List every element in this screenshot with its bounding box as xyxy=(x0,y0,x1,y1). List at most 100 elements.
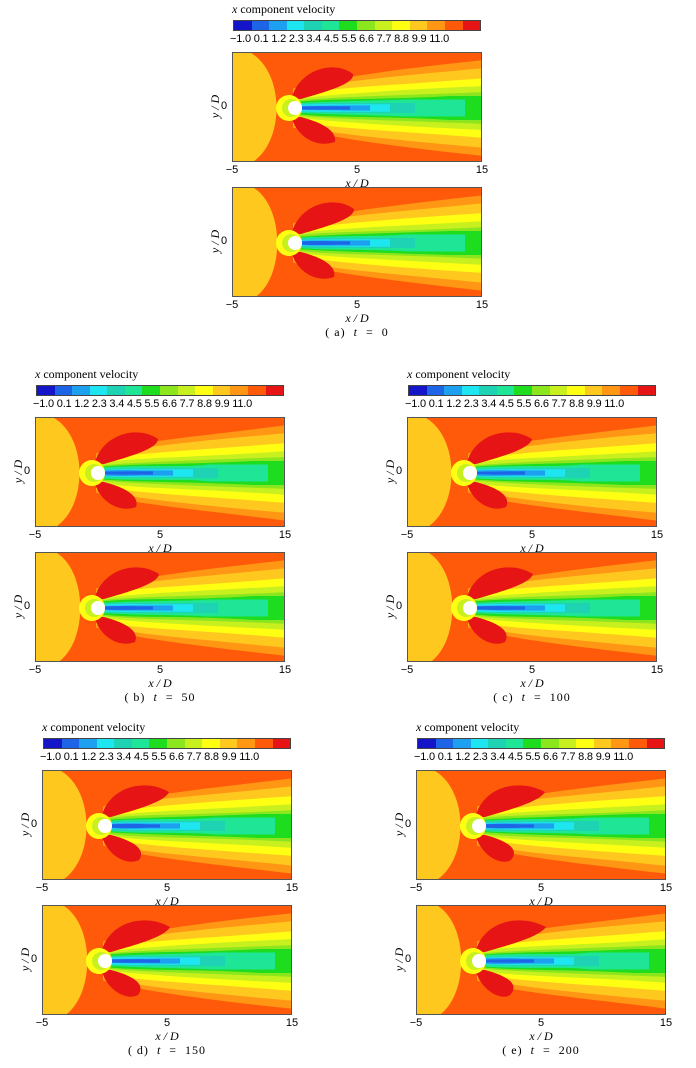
colorbar-labels: −1.0 0.1 1.2 2.3 3.4 4.5 5.5 6.6 7.7 8.8… xyxy=(40,751,260,763)
colorbar-swatch xyxy=(149,739,168,748)
colorbar-swatch xyxy=(558,739,577,748)
lower-red-lobe xyxy=(475,834,514,862)
colorbar-title: x component velocity xyxy=(35,367,138,382)
x-tick-label: 15 xyxy=(475,299,489,311)
colorbar-swatch xyxy=(427,21,445,30)
x-tick-label: 15 xyxy=(659,882,673,894)
contour-svg xyxy=(233,53,481,161)
colorbar-swatch xyxy=(426,386,445,395)
x-tick-label: 5 xyxy=(163,882,171,894)
panel-group-e: x component velocity −1.0 0.1 1.2 2.3 3.4… xyxy=(392,718,696,1068)
colorbar-swatch xyxy=(254,739,273,748)
cylinder xyxy=(463,466,477,480)
cylinder xyxy=(288,236,302,250)
x-tick-label: 5 xyxy=(537,1017,545,1029)
x-tick-label: −5 xyxy=(409,1017,423,1029)
x-axis-label: x / D xyxy=(345,311,369,325)
y-tick-label: 0 xyxy=(221,100,228,112)
colorbar-swatch xyxy=(177,386,196,395)
x-tick-label: 15 xyxy=(475,164,489,176)
colorbar-swatch xyxy=(89,386,108,395)
panel-group-a: x component velocity −1.0 0.1 1.2 2.3 3.4… xyxy=(208,0,530,350)
colorbar-swatch xyxy=(230,386,248,395)
panel-group-c: x component velocity −1.0 0.1 1.2 2.3 3.4… xyxy=(383,365,696,715)
x-tick-label: 15 xyxy=(278,664,292,676)
panel-group-d: x component velocity −1.0 0.1 1.2 2.3 3.4… xyxy=(18,718,340,1068)
x-tick-label: −5 xyxy=(225,164,239,176)
colorbar-swatch xyxy=(167,739,185,748)
lower-red-lobe xyxy=(466,481,508,509)
colorbar-swatch xyxy=(272,739,291,748)
panel-caption: ( a) t = 0 xyxy=(325,325,388,340)
colorbar-swatch xyxy=(496,386,515,395)
colorbar-swatch xyxy=(44,739,62,748)
colorbar-title-var: x xyxy=(35,367,41,381)
colorbar-swatch xyxy=(646,739,665,748)
colorbar-labels: −1.0 0.1 1.2 2.3 3.4 4.5 5.5 6.6 7.7 8.8… xyxy=(33,398,253,410)
lower-red-lobe xyxy=(291,116,336,144)
caption-value: = 0 xyxy=(357,325,389,339)
x-axis-label: x / D xyxy=(155,894,179,908)
cylinder xyxy=(472,954,486,968)
colorbar xyxy=(417,738,665,749)
stagnation-region xyxy=(417,771,461,879)
cylinder xyxy=(91,466,105,480)
panel-group-b: x component velocity −1.0 0.1 1.2 2.3 3.4… xyxy=(11,365,333,715)
x-tick-label: 5 xyxy=(156,529,164,541)
colorbar-swatch xyxy=(269,21,287,30)
colorbar-swatch xyxy=(409,386,427,395)
x-tick-label: 15 xyxy=(650,529,664,541)
wake-contour-band xyxy=(290,240,350,246)
x-tick-label: 5 xyxy=(528,664,536,676)
x-tick-label: −5 xyxy=(400,664,414,676)
x-axis-label: x / D xyxy=(345,176,369,190)
upper-red-lobe xyxy=(466,567,533,600)
y-tick-label: 0 xyxy=(405,953,412,965)
colorbar-swatch xyxy=(444,386,462,395)
contour-plot xyxy=(35,417,285,527)
wake-contour-band xyxy=(290,106,350,110)
caption-var: t xyxy=(530,1043,535,1057)
contour-plot xyxy=(232,187,482,297)
contour-svg xyxy=(36,418,284,526)
colorbar-title-var: x xyxy=(416,720,422,734)
colorbar-labels: −1.0 0.1 1.2 2.3 3.4 4.5 5.5 6.6 7.7 8.8… xyxy=(405,398,625,410)
upper-red-lobe xyxy=(101,920,170,953)
colorbar-swatch xyxy=(304,21,322,30)
colorbar-swatch xyxy=(96,739,115,748)
x-axis-label: x / D xyxy=(520,676,544,690)
contour-plot xyxy=(407,552,657,662)
y-tick-label: 0 xyxy=(396,600,403,612)
colorbar-swatch xyxy=(114,739,132,748)
caption-var: t xyxy=(521,690,526,704)
upper-red-lobe xyxy=(475,785,545,818)
contour-plot xyxy=(416,905,666,1015)
wake-contour-band xyxy=(93,606,153,610)
colorbar-swatch xyxy=(479,386,497,395)
stagnation-region xyxy=(408,418,452,526)
x-tick-label: 15 xyxy=(285,1017,299,1029)
wake-contour-band xyxy=(474,959,534,963)
colorbar-swatch xyxy=(212,386,231,395)
upper-red-lobe xyxy=(94,567,159,600)
caption-var: t xyxy=(353,325,358,339)
x-tick-label: 5 xyxy=(528,529,536,541)
stagnation-region xyxy=(233,188,278,296)
colorbar-swatch xyxy=(339,21,358,30)
lower-red-lobe xyxy=(94,616,136,644)
lower-red-lobe xyxy=(466,616,507,644)
colorbar-swatch xyxy=(409,21,428,30)
contour-svg xyxy=(43,906,291,1014)
panel-caption: ( d) t = 150 xyxy=(128,1043,206,1058)
contour-svg xyxy=(43,771,291,879)
colorbar-swatch xyxy=(523,739,542,748)
colorbar-title: x component velocity xyxy=(407,367,510,382)
colorbar-swatch xyxy=(637,386,656,395)
caption-label: ( b) xyxy=(124,690,154,704)
colorbar xyxy=(36,385,284,396)
x-axis-label: x / D xyxy=(155,1029,179,1043)
colorbar-swatch xyxy=(202,739,220,748)
colorbar-swatch xyxy=(184,739,203,748)
caption-value: = 200 xyxy=(534,1043,580,1057)
colorbar-swatch xyxy=(505,739,524,748)
